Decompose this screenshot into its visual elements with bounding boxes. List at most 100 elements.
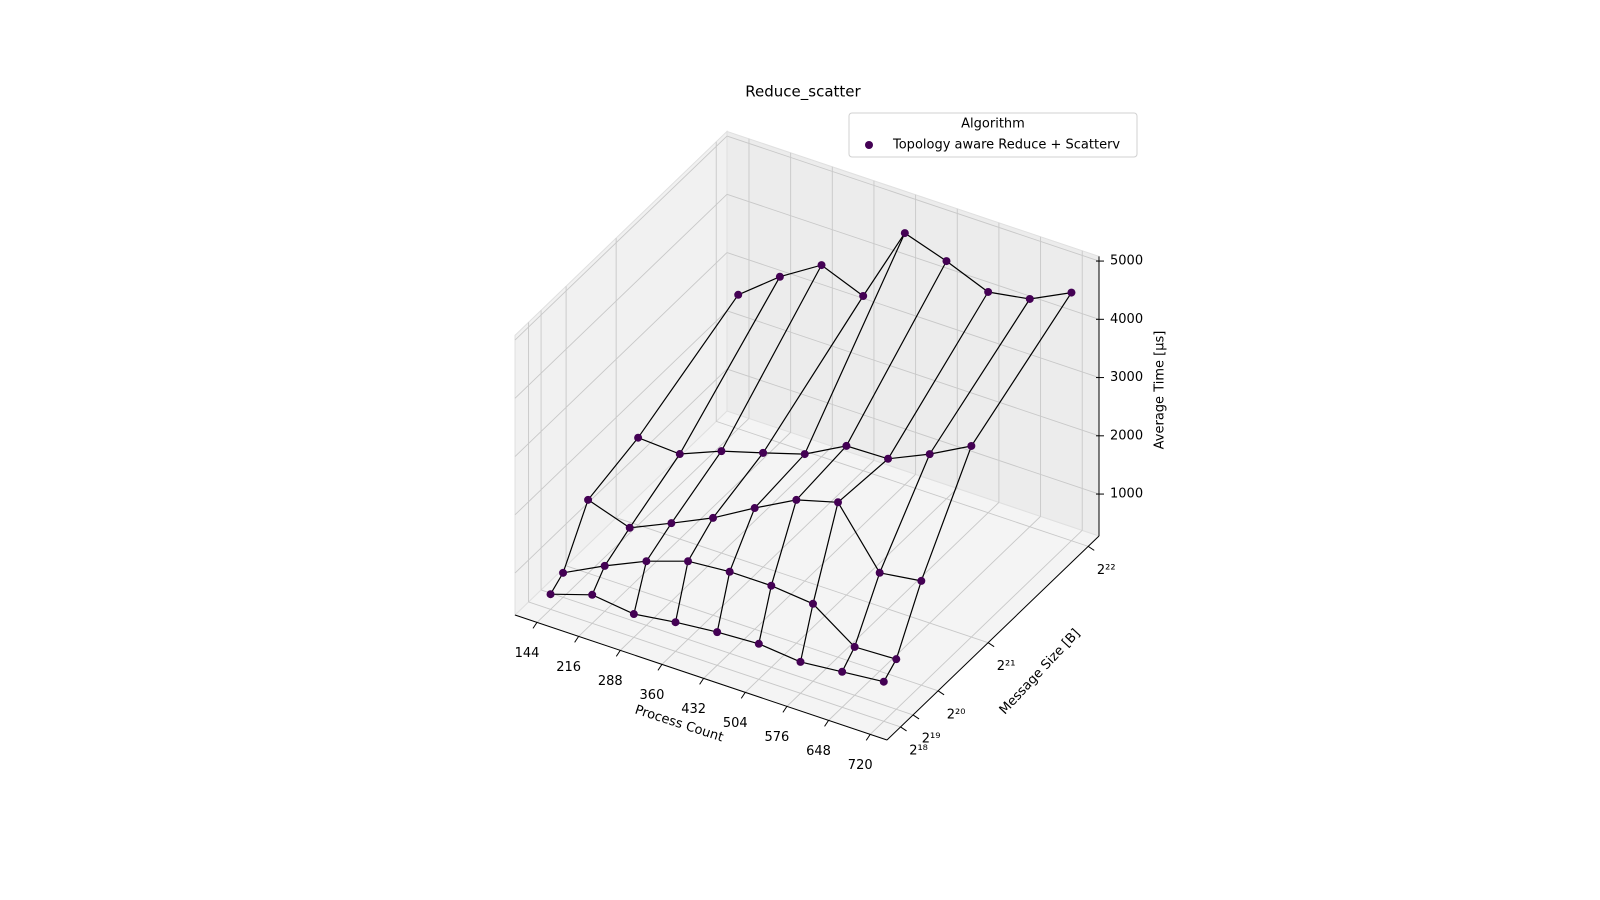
data-point xyxy=(667,519,676,528)
x-grid-line xyxy=(703,474,916,679)
x-tick-label: 216 xyxy=(556,660,581,675)
data-point xyxy=(942,257,951,266)
z-tick-label: 3000 xyxy=(1110,370,1143,385)
data-point xyxy=(759,448,768,457)
data-point xyxy=(750,504,759,513)
data-point xyxy=(875,568,884,577)
x-axis-label: Process Count xyxy=(633,703,725,746)
data-point xyxy=(859,291,868,300)
x-tick xyxy=(824,720,829,727)
y-axis xyxy=(886,535,1100,741)
y-tick-label: 2¹⁸ xyxy=(909,743,928,758)
data-point xyxy=(884,454,893,463)
x-tick xyxy=(865,734,871,741)
z-grid-line xyxy=(726,252,1100,378)
data-point xyxy=(1025,294,1034,303)
data-point xyxy=(838,667,847,676)
z-tick-label: 1000 xyxy=(1110,487,1143,502)
data-point xyxy=(684,557,693,566)
x-tick xyxy=(657,664,663,671)
data-point xyxy=(671,618,680,627)
z-grid-line xyxy=(514,135,728,341)
data-point xyxy=(642,557,651,566)
data-point xyxy=(808,599,817,608)
y-tick xyxy=(937,690,945,696)
data-point xyxy=(588,590,597,599)
y-tick-label: 2²² xyxy=(1097,563,1116,578)
data-point xyxy=(842,441,851,450)
data-point xyxy=(767,581,776,590)
legend-marker xyxy=(865,141,873,149)
x-tick-label: 648 xyxy=(806,744,831,759)
x-grid-line xyxy=(786,502,1000,707)
x-grid-line xyxy=(578,432,791,637)
x-tick xyxy=(532,622,538,629)
y-tick-label: 2²¹ xyxy=(997,659,1016,674)
data-point xyxy=(834,498,843,507)
z-grid-line xyxy=(514,193,728,399)
x-tick xyxy=(574,636,580,643)
x-tick-label: 288 xyxy=(598,674,623,689)
z-grid-line xyxy=(514,252,728,457)
y-tick xyxy=(987,642,995,648)
data-point xyxy=(925,450,934,459)
data-point xyxy=(817,261,826,270)
data-point xyxy=(717,447,726,456)
data-point xyxy=(850,642,859,651)
data-point xyxy=(800,450,809,459)
data-point xyxy=(584,495,593,504)
x-tick-label: 432 xyxy=(681,702,706,717)
data-point xyxy=(792,495,801,504)
legend-label: Topology aware Reduce + Scatterv xyxy=(892,138,1120,153)
z-grid-line xyxy=(726,310,1100,437)
data-point xyxy=(725,567,734,576)
y-tick-label: 2²⁰ xyxy=(947,707,966,722)
y-grid-line xyxy=(615,517,989,644)
data-point xyxy=(625,523,634,532)
data-point xyxy=(546,590,555,599)
data-point xyxy=(734,290,743,299)
data-point xyxy=(892,655,901,664)
x-grid-line xyxy=(619,446,833,651)
x-grid-line xyxy=(869,530,1083,735)
z-tick-label: 2000 xyxy=(1110,428,1143,443)
y-grid-line xyxy=(565,565,939,692)
data-point xyxy=(879,677,888,686)
data-point xyxy=(900,229,909,238)
data-point xyxy=(559,568,568,577)
y-tick-label: 2¹⁹ xyxy=(922,731,941,746)
x-grid-line xyxy=(536,418,750,623)
data-point xyxy=(984,287,993,296)
z-grid-line xyxy=(514,368,728,574)
data-point xyxy=(629,610,638,619)
data-point xyxy=(775,272,784,281)
data-point xyxy=(600,561,609,570)
data-point xyxy=(1067,288,1076,297)
x-tick-label: 360 xyxy=(640,688,665,703)
y-grid-line xyxy=(716,420,1089,547)
y-tick xyxy=(1087,545,1095,551)
x-tick xyxy=(699,678,705,685)
data-point xyxy=(917,576,926,585)
data-point xyxy=(675,450,684,459)
z-grid-line xyxy=(726,135,1100,262)
legend-box xyxy=(848,112,1138,158)
data-point xyxy=(754,639,763,648)
z-grid-line xyxy=(726,368,1100,495)
chart-title: Reduce_scatter xyxy=(745,83,861,102)
x-tick xyxy=(615,650,621,657)
data-point xyxy=(709,513,718,522)
x-tick xyxy=(740,692,746,699)
x-tick xyxy=(782,706,788,713)
x-tick-label: 576 xyxy=(764,730,789,745)
z-axis-label: Average Time [µs] xyxy=(1153,331,1168,450)
x-grid-line xyxy=(661,460,875,665)
z-tick-label: 4000 xyxy=(1110,312,1143,327)
x-grid-line xyxy=(828,516,1041,721)
data-point xyxy=(713,628,722,637)
y-grid-line xyxy=(528,601,901,728)
legend: Algorithm Topology aware Reduce + Scatter… xyxy=(848,112,1138,158)
legend-title: Algorithm xyxy=(961,117,1025,132)
